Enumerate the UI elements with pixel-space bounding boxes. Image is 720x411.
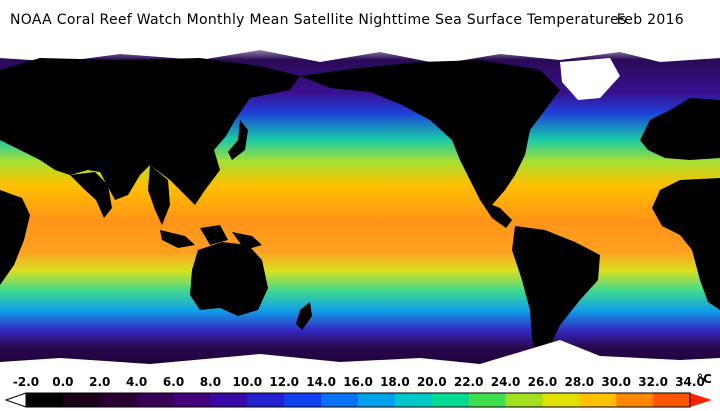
legend-color-segment [247,393,285,407]
land-south-america [512,226,600,360]
legend-tick-label: 30.0 [601,375,632,389]
land-india [70,172,112,218]
legend-color-segment [284,393,322,407]
legend-tick-label: 6.0 [162,375,185,389]
legend-tick-label: 8.0 [199,375,222,389]
land-eurasia [0,58,300,205]
legend-tick-label: 22.0 [453,375,484,389]
title-text: NOAA Coral Reef Watch Monthly Mean Satel… [10,12,627,28]
sst-map [0,40,720,370]
legend-tick-label: 34.0 [675,375,705,389]
legend-color-segment [431,393,470,407]
legend-color-segment [616,393,654,407]
legend-tick-label: 14.0 [306,375,336,389]
legend-tick-label: 10.0 [232,375,263,389]
legend-ticks: -2.0 0.0 2.0 4.0 6.0 8.0 10.0 12.0 14.0 16.0 18.0 2… [0,375,720,391]
land-africa-west [0,190,30,285]
legend-tick-label: 18.0 [380,375,410,389]
legend-tick-label: 24.0 [490,375,521,389]
land-japan [228,120,248,160]
land-europe [640,98,720,160]
sst-map-svg [0,40,720,370]
arctic-ice [0,40,720,64]
legend-color-segment [173,393,211,407]
land-indonesia [160,225,262,250]
legend-tick-label: 16.0 [343,375,373,389]
land-central-america [480,200,512,228]
land-indochina [148,165,170,225]
legend-color-segment [579,393,617,407]
legend-color-segment [62,393,101,407]
map-title: NOAA Coral Reef Watch Monthly Mean Satel… [0,0,720,40]
legend-tick-label: 12.0 [269,375,300,389]
legend-color-bar [4,392,712,408]
legend-color-segment [358,393,396,407]
legend-color-segment [26,393,64,407]
legend-bar-outline [25,392,691,408]
legend-color-segment [653,393,691,407]
legend-tick-label: 4.0 [126,375,148,389]
title-date: Feb 2016 [616,12,684,28]
legend-color-segment [321,393,359,407]
legend-tick-label: -2.0 [12,375,40,389]
land-greenland [560,58,620,100]
legend-tick-label: 2.0 [89,375,111,389]
legend-unit: °C [697,372,712,386]
antarctica-ice [0,340,720,370]
legend-color-segment [210,393,248,407]
land-north-america [300,60,560,205]
legend-tick-label: 26.0 [527,375,558,389]
legend-color-segment [394,393,433,407]
legend-max-arrow [690,393,712,407]
land-new-zealand [296,302,312,330]
land-africa [652,178,720,310]
color-scale-legend: -2.0 0.0 2.0 4.0 6.0 8.0 10.0 12.0 14.0 16.0 18.0 2… [0,370,720,411]
legend-color-segment [468,393,507,407]
legend-color-segment [99,393,138,407]
legend-tick-label: 28.0 [564,375,595,389]
legend-tick-label: 0.0 [52,375,74,389]
legend-color-segment [136,393,175,407]
legend-color-segment [542,393,580,407]
legend-min-arrow [4,392,27,408]
land-australia [190,242,268,316]
legend-tick-label: 32.0 [638,375,668,389]
legend-tick-label: 20.0 [416,375,447,389]
legend-color-segment [505,393,543,407]
